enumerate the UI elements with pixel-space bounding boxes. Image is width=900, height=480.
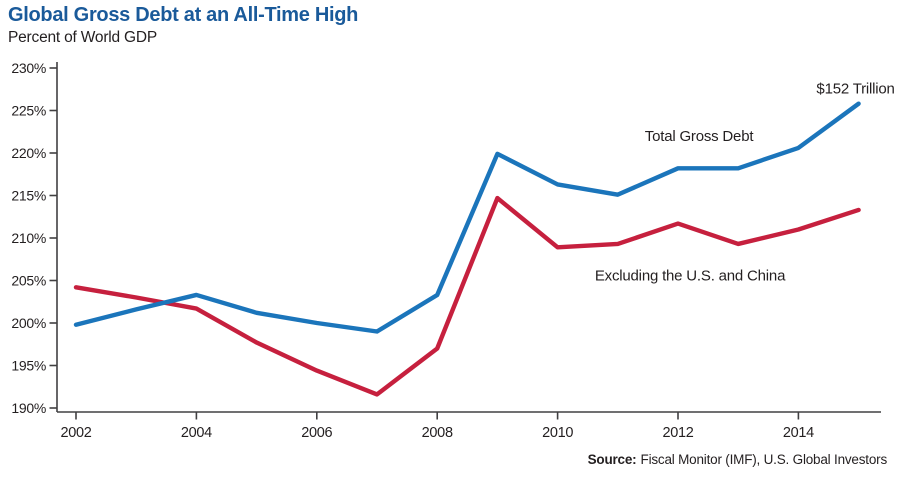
y-tick-label: 200% [11,315,46,331]
source-label: Source: [587,452,637,467]
line-total-gross-debt [73,101,861,334]
chart-subtitle: Percent of World GDP [8,29,158,46]
x-tick-label: 2010 [542,425,573,441]
y-tick-label: 205% [11,273,46,289]
y-tick-label: 225% [11,103,46,119]
y-tick-label: 210% [11,230,46,246]
x-tick-label: 2006 [301,425,332,441]
source-attribution: Source: Fiscal Monitor (IMF), U.S. Global… [587,452,888,467]
x-tick-label: 2004 [181,425,212,441]
annotation-total-gross-debt: Total Gross Debt [645,128,755,145]
x-tick-label: 2012 [662,425,693,441]
x-tick-label: 2002 [60,425,91,441]
annotation-excluding-the-u-s-and-china: Excluding the U.S. and China [595,267,786,284]
x-tick-label: 2014 [783,425,814,441]
y-tick-label: 220% [11,145,46,161]
x-tick-label: 2008 [422,425,453,441]
y-tick-label: 215% [11,188,46,204]
y-tick-label: 230% [11,60,46,76]
y-tick-label: 190% [11,400,46,416]
page-title: Global Gross Debt at an All-Time High [8,4,359,26]
line-excluding-the-u-s-and-china [73,195,861,397]
source-text: Fiscal Monitor (IMF), U.S. Global Invest… [640,452,888,467]
annotation-152-trillion: $152 Trillion [816,80,894,97]
y-tick-label: 195% [11,358,46,374]
